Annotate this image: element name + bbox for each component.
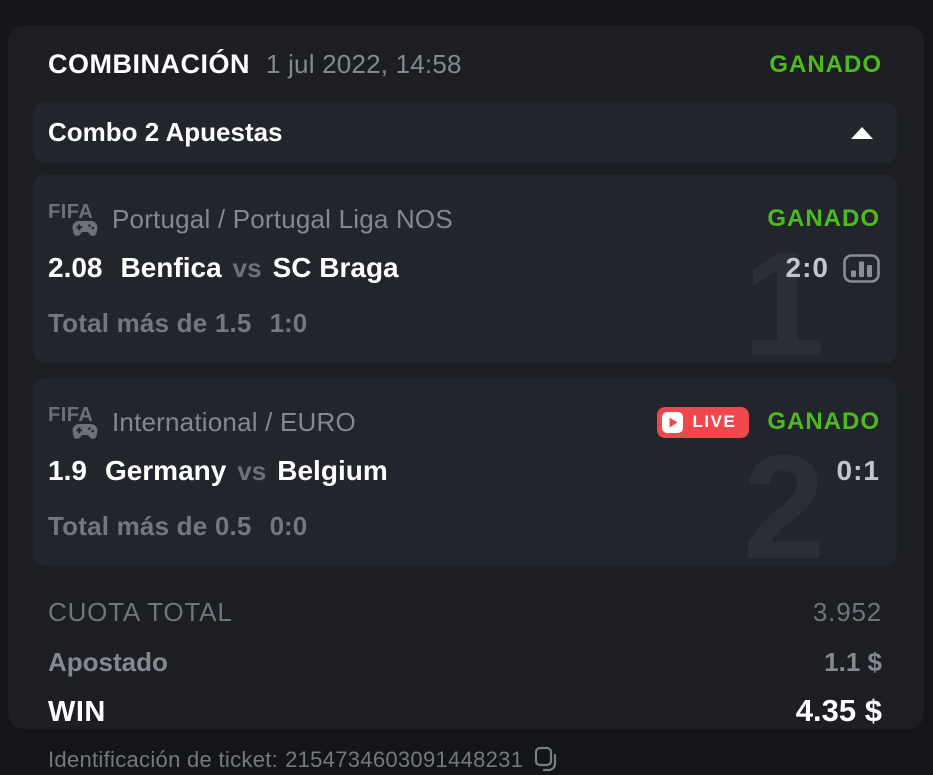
home-team: Benfica	[120, 252, 222, 283]
slip-header: COMBINACIÓN 1 jul 2022, 14:58 GANADO	[33, 43, 897, 102]
stake-row: Apostado 1.1 $	[48, 647, 882, 678]
fifa-esports-icon: FIFA	[48, 404, 100, 440]
match-score: 0:1	[836, 455, 880, 486]
bet-card-1: 1 FIFA Portugal / Portugal Liga NOS GANA…	[33, 175, 897, 363]
bet-league-row: FIFA International / EURO LIVE GANADO	[48, 404, 880, 440]
play-icon	[661, 411, 683, 433]
copy-icon[interactable]	[534, 746, 559, 773]
live-label: LIVE	[692, 412, 737, 431]
live-badge: LIVE	[656, 406, 750, 438]
ticket-id-label: Identificación de ticket:	[48, 746, 279, 772]
market-selection: Total más de 0.5	[48, 511, 252, 541]
bet-market-row: Total más de 0.5 0:0	[48, 511, 880, 542]
bar-chart-icon[interactable]	[843, 253, 880, 283]
total-odds-label: CUOTA TOTAL	[48, 597, 233, 627]
bet-index-watermark: 1	[742, 222, 825, 364]
total-odds-row: CUOTA TOTAL 3.952	[48, 597, 882, 628]
vs-label: vs	[237, 455, 267, 486]
market-selection: Total más de 1.5	[48, 308, 252, 338]
total-odds-value: 3.952	[812, 597, 882, 627]
chevron-up-icon[interactable]	[851, 126, 873, 139]
bet-type-title: COMBINACIÓN	[48, 49, 250, 79]
gamepad-icon	[72, 221, 98, 236]
league-name: Portugal / Portugal Liga NOS	[112, 203, 453, 234]
bet-status-badge: GANADO	[767, 408, 880, 435]
bet-odds: 2.08	[48, 252, 103, 283]
slip-summary: CUOTA TOTAL 3.952 Apostado 1.1 $ WIN 4.3…	[33, 581, 897, 773]
league-name: International / EURO	[112, 406, 356, 437]
bet-card-2: 2 FIFA International / EURO LIVE	[33, 378, 897, 566]
away-team: Belgium	[277, 455, 388, 486]
vs-label: vs	[232, 252, 262, 283]
fifa-icon-label: FIFA	[48, 201, 94, 223]
bet-match-row: 2.08 Benfica vs SC Braga 2:0	[48, 252, 880, 284]
bet-market-row: Total más de 1.5 1:0	[48, 308, 880, 339]
combo-label: Combo 2 Apuestas	[48, 117, 283, 147]
gamepad-icon	[72, 424, 98, 439]
market-score: 1:0	[269, 308, 308, 338]
market-score: 0:0	[269, 511, 308, 541]
bet-league-row: FIFA Portugal / Portugal Liga NOS GANADO	[48, 201, 880, 237]
bet-slip-card: COMBINACIÓN 1 jul 2022, 14:58 GANADO Com…	[8, 25, 924, 772]
home-team: Germany	[104, 455, 227, 486]
fifa-icon-label: FIFA	[48, 404, 94, 426]
bet-match-row: 1.9 Germany vs Belgium 0:1	[48, 455, 880, 487]
away-team: SC Braga	[272, 252, 399, 283]
win-label: WIN	[48, 696, 106, 728]
bet-index-watermark: 2	[742, 425, 825, 567]
bet-status-badge: GANADO	[767, 205, 880, 232]
match-score: 2:0	[785, 252, 829, 283]
win-value: 4.35 $	[795, 693, 882, 728]
stake-label: Apostado	[48, 647, 168, 677]
bet-datetime: 1 jul 2022, 14:58	[266, 49, 462, 79]
combo-toggle-row[interactable]: Combo 2 Apuestas	[33, 102, 897, 163]
bet-odds: 1.9	[48, 455, 87, 486]
stake-value: 1.1 $	[824, 647, 882, 677]
fifa-esports-icon: FIFA	[48, 201, 100, 237]
ticket-id-value: 2154734603091448231	[285, 746, 524, 772]
win-row: WIN 4.35 $	[48, 693, 882, 729]
ticket-row: Identificación de ticket: 21547346030914…	[48, 746, 882, 773]
bet-status-badge: GANADO	[769, 50, 882, 78]
